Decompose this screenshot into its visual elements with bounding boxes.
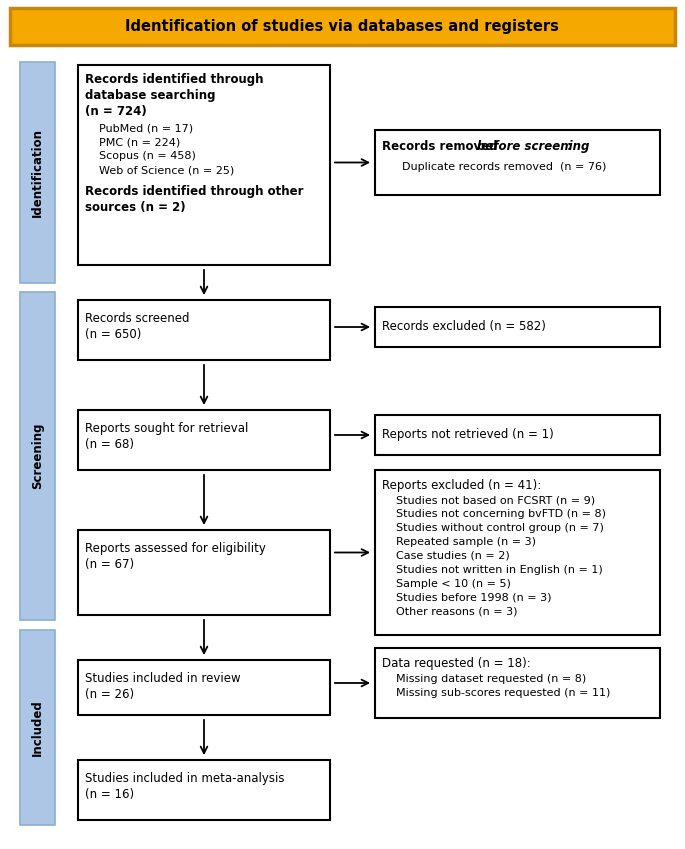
Text: Included: Included <box>31 699 44 756</box>
Text: Duplicate records removed  (n = 76): Duplicate records removed (n = 76) <box>402 162 606 172</box>
Text: :: : <box>567 140 572 153</box>
Text: Records excluded (n = 582): Records excluded (n = 582) <box>382 320 546 333</box>
Bar <box>78 530 330 615</box>
Bar <box>78 660 330 715</box>
Text: Studies not concerning bvFTD (n = 8): Studies not concerning bvFTD (n = 8) <box>396 509 606 519</box>
Text: Other reasons (n = 3): Other reasons (n = 3) <box>396 607 517 617</box>
Bar <box>375 130 660 195</box>
Text: Scopus (n = 458): Scopus (n = 458) <box>99 151 196 161</box>
Text: sources (n = 2): sources (n = 2) <box>85 201 186 214</box>
Text: Studies included in review: Studies included in review <box>85 672 240 685</box>
Text: Reports excluded (n = 41):: Reports excluded (n = 41): <box>382 479 541 492</box>
Text: Screening: Screening <box>31 423 44 489</box>
Text: Missing sub-scores requested (n = 11): Missing sub-scores requested (n = 11) <box>396 688 610 698</box>
Bar <box>375 648 660 718</box>
Text: Web of Science (n = 25): Web of Science (n = 25) <box>99 165 234 175</box>
Text: Studies before 1998 (n = 3): Studies before 1998 (n = 3) <box>396 593 551 603</box>
Text: (n = 16): (n = 16) <box>85 788 134 801</box>
Text: Reports not retrieved (n = 1): Reports not retrieved (n = 1) <box>382 428 553 441</box>
Text: Records removed: Records removed <box>382 140 501 153</box>
Text: Studies included in meta-analysis: Studies included in meta-analysis <box>85 772 284 785</box>
Bar <box>78 300 330 360</box>
Text: Data requested (n = 18):: Data requested (n = 18): <box>382 657 531 670</box>
Text: Records screened: Records screened <box>85 312 190 325</box>
Text: (n = 67): (n = 67) <box>85 558 134 571</box>
Bar <box>375 307 660 347</box>
Bar <box>375 470 660 635</box>
Text: (n = 724): (n = 724) <box>85 105 147 118</box>
Text: Repeated sample (n = 3): Repeated sample (n = 3) <box>396 537 536 547</box>
Text: Records identified through: Records identified through <box>85 73 264 86</box>
Bar <box>78 760 330 820</box>
Bar <box>10 8 675 45</box>
Text: Records identified through other: Records identified through other <box>85 185 303 198</box>
Bar <box>78 410 330 470</box>
Text: Identification of studies via databases and registers: Identification of studies via databases … <box>125 19 559 33</box>
Bar <box>375 415 660 455</box>
Text: Studies not based on FCSRT (n = 9): Studies not based on FCSRT (n = 9) <box>396 495 595 505</box>
Text: Case studies (n = 2): Case studies (n = 2) <box>396 551 510 561</box>
Text: (n = 68): (n = 68) <box>85 438 134 451</box>
Text: database searching: database searching <box>85 89 216 102</box>
Text: Sample < 10 (n = 5): Sample < 10 (n = 5) <box>396 579 511 589</box>
Text: Studies without control group (n = 7): Studies without control group (n = 7) <box>396 523 604 533</box>
Bar <box>78 65 330 265</box>
Text: Reports assessed for eligibility: Reports assessed for eligibility <box>85 542 266 555</box>
Bar <box>20 292 55 620</box>
Bar <box>20 62 55 283</box>
Text: (n = 650): (n = 650) <box>85 328 141 341</box>
Text: Missing dataset requested (n = 8): Missing dataset requested (n = 8) <box>396 674 586 684</box>
Text: Studies not written in English (n = 1): Studies not written in English (n = 1) <box>396 565 603 575</box>
Text: Identification: Identification <box>31 128 44 217</box>
Text: before screening: before screening <box>477 140 589 153</box>
Text: Reports sought for retrieval: Reports sought for retrieval <box>85 422 249 435</box>
Text: PMC (n = 224): PMC (n = 224) <box>99 137 180 147</box>
Text: (n = 26): (n = 26) <box>85 688 134 701</box>
Text: PubMed (n = 17): PubMed (n = 17) <box>99 123 193 133</box>
Bar <box>20 630 55 825</box>
